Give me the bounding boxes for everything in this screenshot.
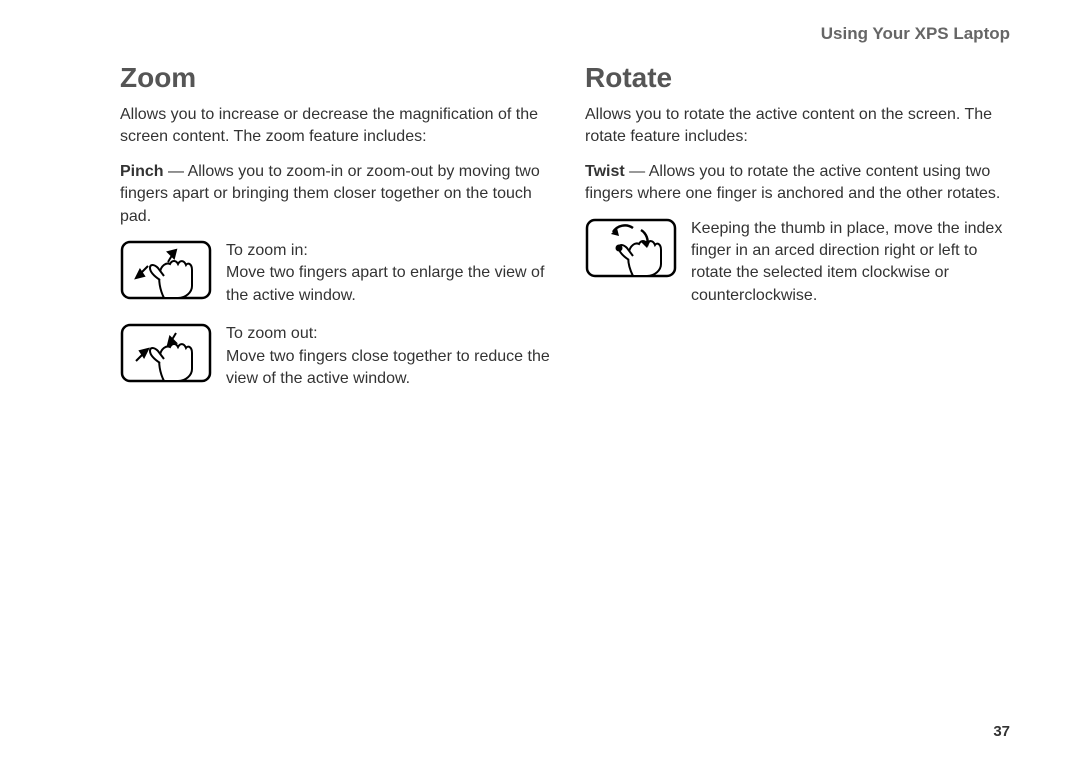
zoom-in-text: Move two fingers apart to enlarge the vi… bbox=[226, 262, 555, 307]
rotate-heading: Rotate bbox=[585, 62, 1020, 94]
zoom-column: Zoom Allows you to increase or decrease … bbox=[120, 62, 555, 406]
zoom-intro: Allows you to increase or decrease the m… bbox=[120, 104, 555, 149]
zoom-out-text-block: To zoom out: Move two fingers close toge… bbox=[226, 323, 555, 390]
rotate-column: Rotate Allows you to rotate the active c… bbox=[585, 62, 1020, 406]
rotate-icon bbox=[585, 218, 677, 283]
rotate-twist-para: Twist — Allows you to rotate the active … bbox=[585, 161, 1020, 206]
zoom-out-text: Move two fingers close together to reduc… bbox=[226, 346, 555, 391]
zoom-out-icon bbox=[120, 323, 212, 388]
zoom-heading: Zoom bbox=[120, 62, 555, 94]
pinch-text: — Allows you to zoom-in or zoom-out by m… bbox=[120, 163, 540, 225]
rotate-gesture-block: Keeping the thumb in place, move the ind… bbox=[585, 218, 1020, 308]
zoom-in-block: To zoom in: Move two fingers apart to en… bbox=[120, 240, 555, 307]
twist-label: Twist bbox=[585, 163, 625, 180]
zoom-out-label: To zoom out: bbox=[226, 323, 555, 345]
zoom-pinch-para: Pinch — Allows you to zoom-in or zoom-ou… bbox=[120, 161, 555, 228]
rotate-text: Keeping the thumb in place, move the ind… bbox=[691, 218, 1020, 308]
zoom-out-block: To zoom out: Move two fingers close toge… bbox=[120, 323, 555, 390]
zoom-in-icon bbox=[120, 240, 212, 305]
twist-text: — Allows you to rotate the active conten… bbox=[585, 163, 1000, 202]
page-header: Using Your XPS Laptop bbox=[120, 24, 1020, 44]
pinch-label: Pinch bbox=[120, 163, 164, 180]
content-columns: Zoom Allows you to increase or decrease … bbox=[120, 62, 1020, 406]
zoom-in-text-block: To zoom in: Move two fingers apart to en… bbox=[226, 240, 555, 307]
page-number: 37 bbox=[993, 723, 1010, 740]
zoom-in-label: To zoom in: bbox=[226, 240, 555, 262]
rotate-intro: Allows you to rotate the active content … bbox=[585, 104, 1020, 149]
